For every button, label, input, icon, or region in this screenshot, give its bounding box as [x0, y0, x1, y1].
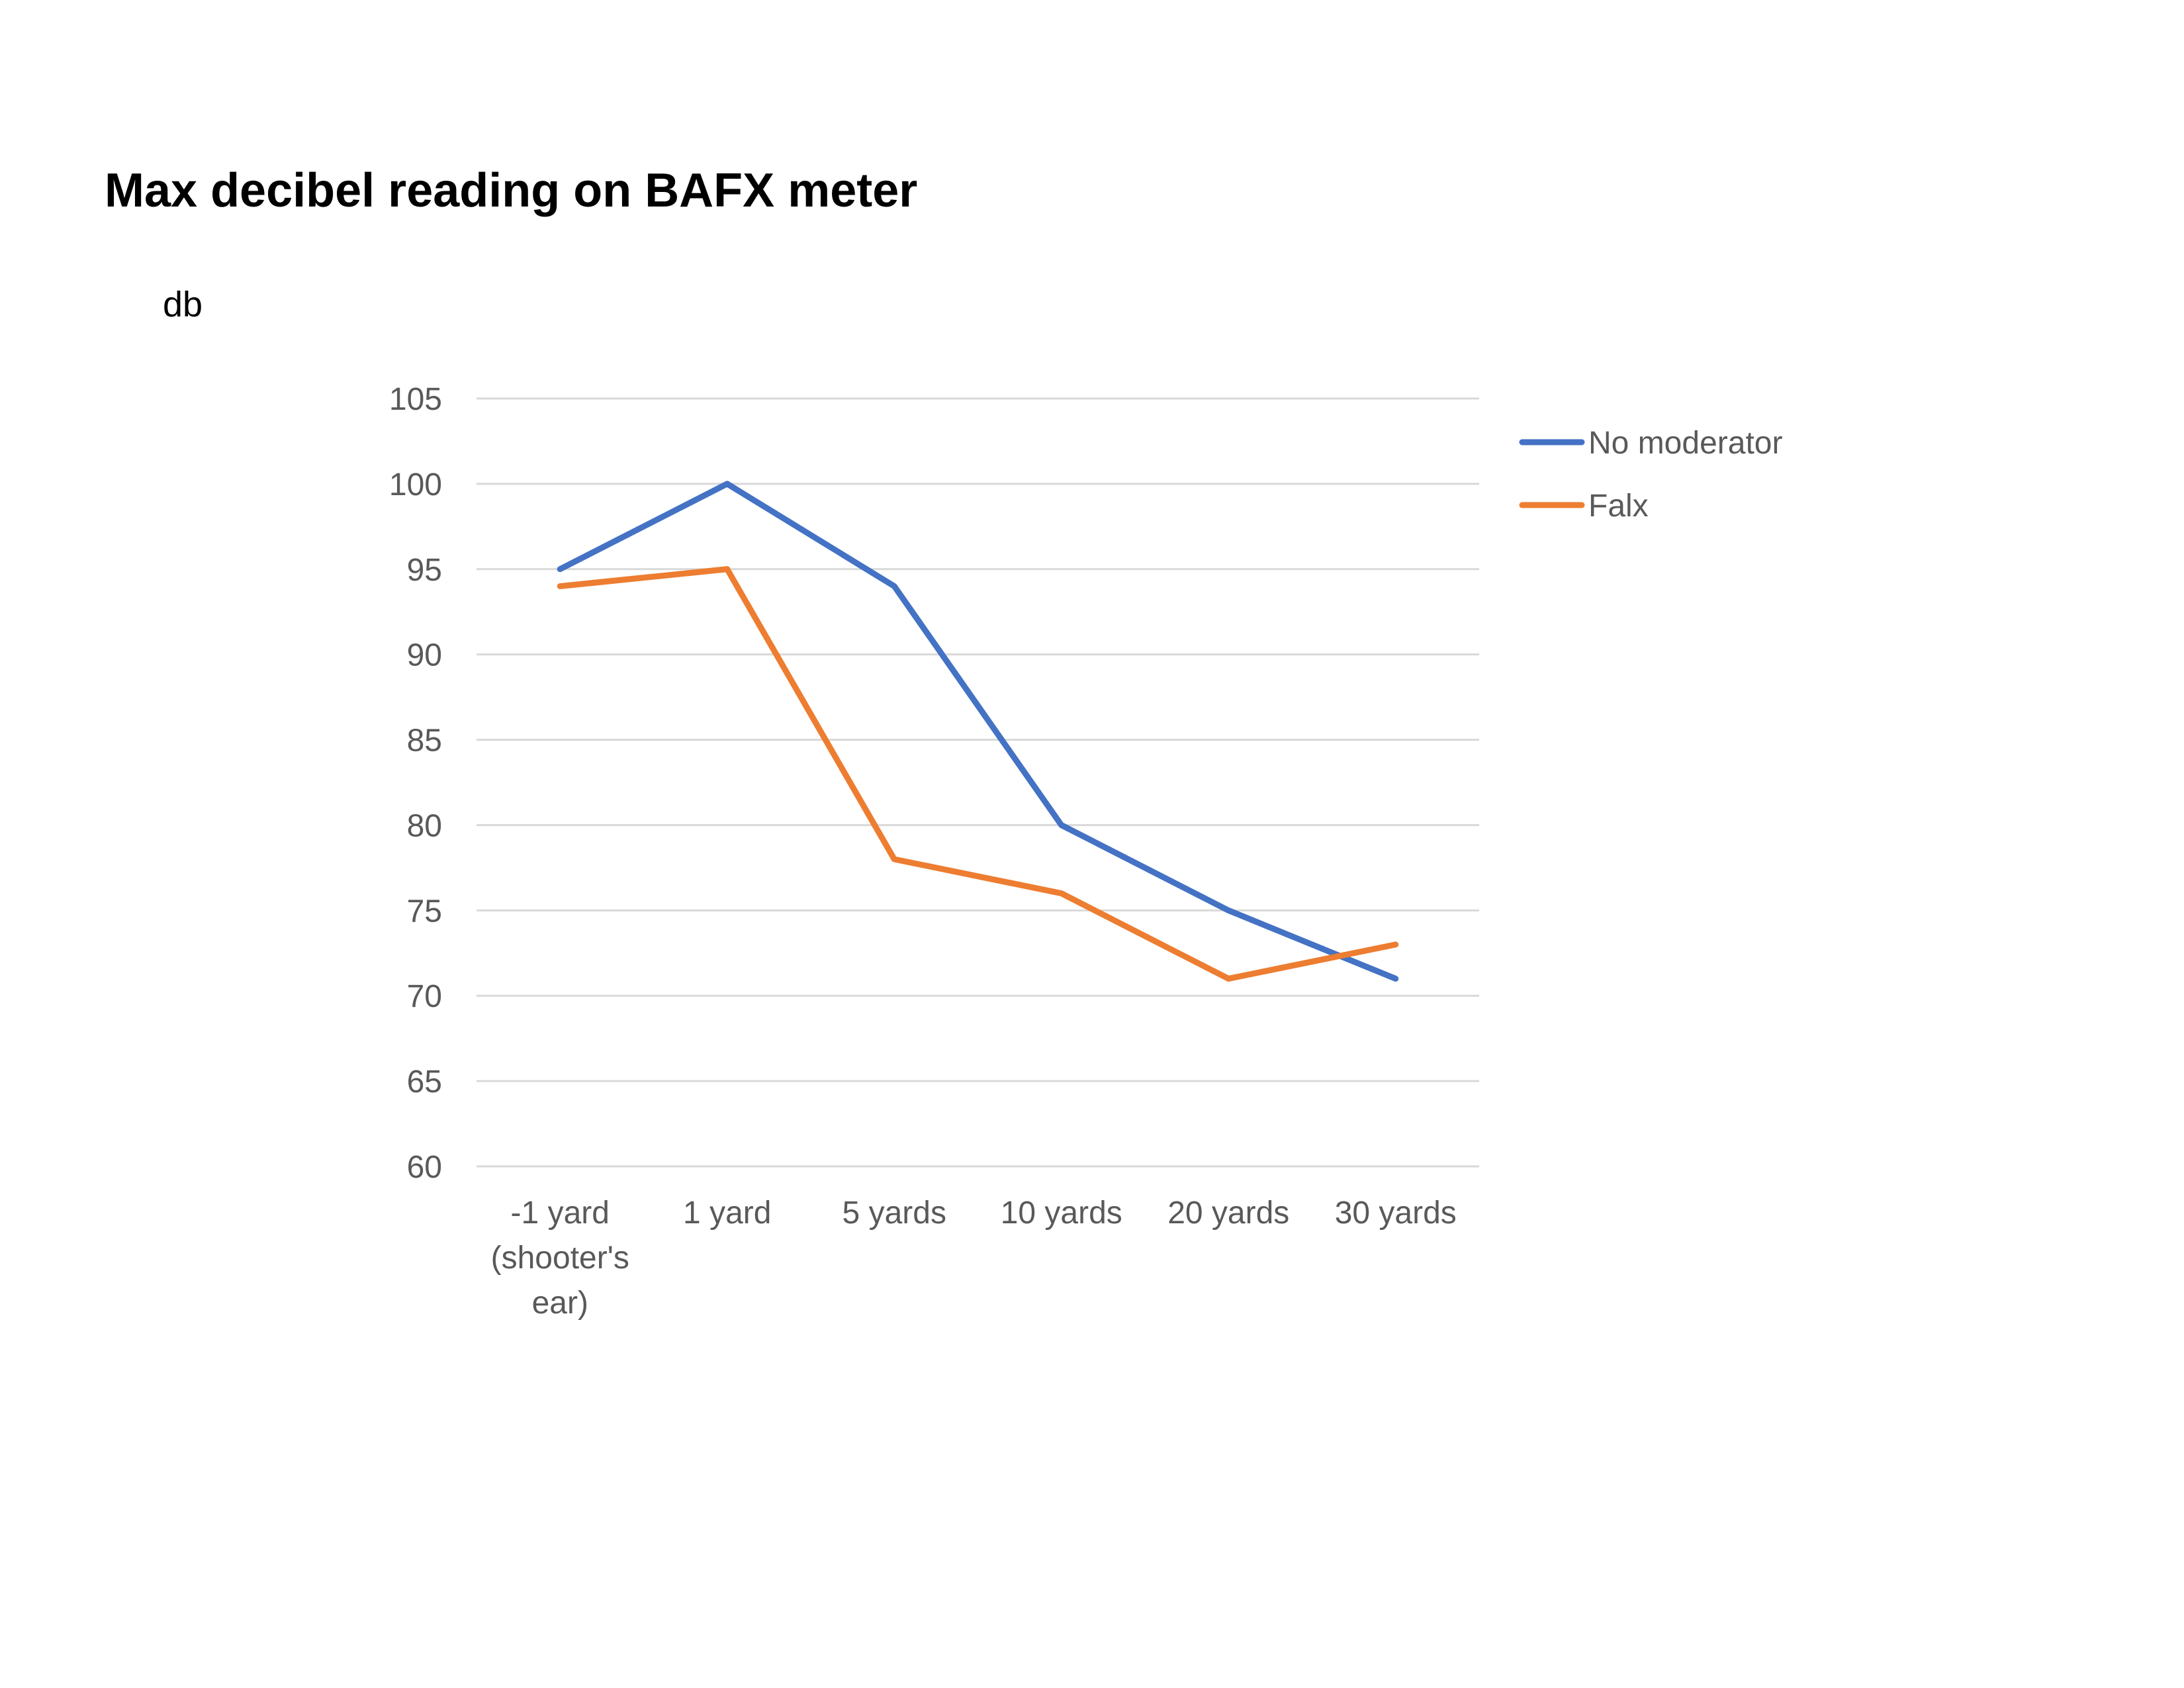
y-axis-ticks: 60 65 70 75 80 85 90 95 100 105 — [389, 382, 442, 1185]
gridlines — [477, 397, 1479, 1168]
legend: No moderator Falx — [1519, 426, 1782, 524]
x-tick-label: 10 yards — [1001, 1196, 1122, 1231]
x-tick-label: 1 yard — [683, 1196, 771, 1231]
y-tick-label: 65 — [407, 1064, 442, 1100]
series-lines — [557, 481, 1399, 982]
series-line-falx — [557, 566, 1399, 982]
y-tick-label: 90 — [407, 638, 442, 673]
x-tick-label: 20 yards — [1167, 1196, 1289, 1231]
y-tick-label: 105 — [389, 382, 442, 417]
x-tick-label: -1 yard (shooter's ear) — [491, 1196, 629, 1321]
y-tick-label: 100 — [389, 467, 442, 502]
y-tick-label: 75 — [407, 894, 442, 929]
x-axis-ticks: -1 yard (shooter's ear) 1 yard 5 yards 10 yar… — [491, 1196, 1457, 1321]
series-line-no-moderator — [557, 481, 1399, 982]
y-tick-label: 70 — [407, 979, 442, 1014]
y-tick-label: 85 — [407, 724, 442, 759]
legend-label-falx: Falx — [1588, 489, 1649, 524]
legend-label-no-moderator: No moderator — [1588, 426, 1782, 461]
chart-title: Max decibel reading on BAFX meter — [105, 164, 917, 217]
y-axis-label: db — [163, 285, 203, 324]
x-tick-label: 5 yards — [842, 1196, 946, 1231]
y-tick-label: 95 — [407, 553, 442, 588]
y-tick-label: 80 — [407, 808, 442, 843]
x-tick-label: 30 yards — [1335, 1196, 1457, 1231]
y-tick-label: 60 — [407, 1150, 442, 1185]
